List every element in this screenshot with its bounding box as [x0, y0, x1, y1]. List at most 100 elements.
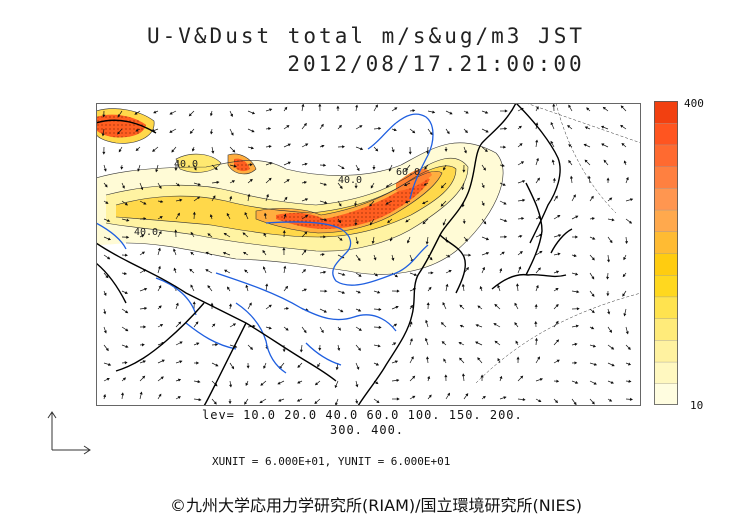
wind-vector-head [144, 287, 148, 291]
wind-vector-head [623, 160, 627, 164]
wind-vector-head [173, 267, 177, 271]
wind-vector-head [266, 193, 269, 198]
wind-vector-head [494, 303, 498, 307]
wind-vector-head [324, 201, 328, 204]
wind-vector-head [504, 219, 508, 223]
wind-vector-head [335, 367, 339, 371]
wind-vector-head [321, 144, 325, 148]
color-bar-cell [654, 296, 678, 319]
wind-vector-head [444, 148, 448, 152]
wind-vector-head [282, 229, 286, 234]
color-bar-cell [654, 274, 678, 298]
wind-vector-head [284, 196, 288, 200]
wind-vector-head [286, 125, 290, 128]
wind-vector-head [252, 324, 256, 328]
wind-vector-head [514, 302, 518, 306]
wind-vector-head [480, 374, 484, 378]
wind-vector-head [134, 111, 138, 115]
wind-vector-head [228, 401, 232, 405]
wind-vector-head [103, 168, 107, 172]
wind-vector-head [422, 221, 426, 225]
wind-vector-head [441, 341, 445, 345]
wind-vector-head [522, 198, 526, 202]
wind-vector-head [464, 130, 468, 134]
wind-vector-head [143, 325, 147, 329]
wind-vector-head [259, 400, 263, 404]
wind-vector-head [196, 361, 200, 365]
wind-vector-head [587, 175, 591, 179]
contour-label: 60.0 [396, 167, 420, 178]
wind-vector-head [538, 399, 542, 403]
wind-vector-head [575, 215, 579, 219]
wind-vector-head [534, 337, 538, 341]
wind-vector-head [118, 149, 122, 153]
wind-vector-head [222, 251, 227, 255]
wind-vector-head [372, 167, 376, 170]
wind-vector-head [410, 304, 413, 309]
wind-vector-head [268, 127, 272, 131]
wind-vector-head [107, 219, 111, 222]
wind-vector-head [339, 185, 343, 189]
wind-vector-head [396, 378, 400, 382]
wind-vector-head [424, 166, 428, 170]
wind-vector-head [141, 343, 145, 347]
wind-vector-head [355, 104, 359, 108]
wind-vector-head [424, 337, 428, 342]
wind-vector-head [265, 283, 269, 287]
wind-vector-head [209, 113, 213, 117]
wind-vector-head [358, 328, 362, 331]
wind-vector-head [423, 182, 427, 186]
wind-vector-head [249, 163, 253, 167]
wind-vector-head [169, 130, 173, 133]
wind-vector-head [610, 381, 615, 384]
wind-vector-head [377, 290, 381, 294]
wind-vector-head [106, 377, 110, 381]
wind-vector-head [107, 362, 112, 366]
wind-vector-head [135, 147, 139, 152]
wind-vector-head [190, 231, 194, 235]
wind-vector-head [160, 376, 164, 380]
wind-vector-head [601, 125, 605, 129]
wind-vector-head [592, 236, 596, 240]
wind-vector-head [552, 103, 556, 107]
wind-vector-head [103, 311, 107, 315]
wind-vector-head [583, 143, 587, 147]
wind-vector-head [334, 384, 338, 389]
wind-vector-head [341, 290, 346, 294]
wind-vector-head [422, 201, 426, 205]
wind-vector-head [558, 234, 562, 238]
wind-vector-head [155, 169, 159, 173]
wind-vector-head [177, 378, 182, 382]
wind-vector-head [622, 273, 626, 278]
wind-vector-head [591, 293, 595, 297]
wind-vector-head [391, 257, 395, 262]
wind-vector-head [395, 305, 399, 309]
wind-vector-head [620, 124, 624, 128]
wind-vector-head [284, 106, 288, 110]
dust-contours [96, 108, 504, 275]
wind-vector-head [611, 218, 615, 222]
wind-vector-head [375, 381, 379, 385]
wind-vector-head [355, 400, 359, 404]
wind-vector-head [556, 339, 560, 343]
wind-vector-head [459, 357, 463, 361]
wind-vector-head [385, 184, 390, 188]
wind-vector-head [122, 185, 125, 189]
wind-vector-head [262, 250, 266, 254]
wind-vector-head [620, 105, 624, 109]
wind-vector-head [190, 284, 194, 288]
wind-vector-head [157, 247, 161, 251]
wind-vector-head [425, 319, 429, 323]
wind-vector-head [521, 216, 525, 221]
wind-vector-head [126, 235, 130, 239]
wind-vector-head [324, 218, 328, 222]
wind-vector-head [158, 285, 162, 289]
wind-vector-head [232, 149, 236, 153]
wind-vector-head [178, 321, 182, 325]
wind-vector-head [198, 398, 202, 402]
wind-vector-head [428, 286, 432, 290]
wind-vector-head [301, 103, 305, 107]
wind-vector-head [609, 329, 613, 333]
wind-vector-head [125, 328, 129, 332]
wind-vector-head [159, 216, 163, 220]
